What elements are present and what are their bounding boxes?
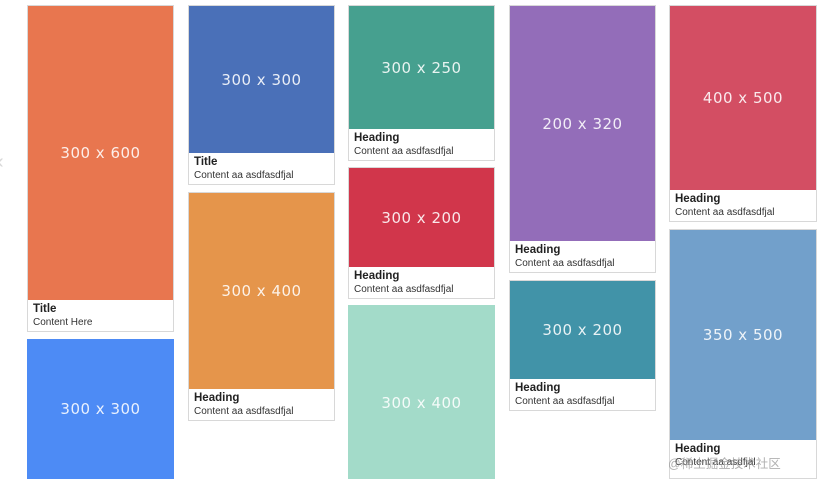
placeholder-size-label: 300 x 200 — [381, 208, 462, 227]
card-caption: Heading Content aa asdfasdfjal — [349, 267, 494, 296]
image-placeholder: 300 x 300 — [27, 339, 174, 479]
masonry-card[interactable]: 300 x 300 Title Content aa asdfasdfjal — [188, 5, 335, 185]
card-content: Content aa asdfasdfjal — [354, 284, 454, 295]
card-caption: Heading Content aa asdfasdfjal — [349, 129, 494, 158]
card-title: Title — [33, 303, 57, 315]
image-placeholder: 400 x 500 — [670, 6, 816, 190]
image-placeholder: 200 x 320 — [510, 6, 655, 241]
placeholder-size-label: 300 x 400 — [381, 394, 462, 412]
card-title: Heading — [515, 382, 561, 394]
masonry-card[interactable]: 300 x 200 Heading Content aa asdfasdfjal — [509, 280, 656, 411]
card-content: Content aa asdfasdfjal — [354, 146, 454, 157]
card-title: Heading — [515, 244, 561, 256]
card-content: Content aa asdfasdfjal — [515, 258, 615, 269]
masonry-card[interactable]: 300 x 400 Heading Content aa asdfasdfjal — [188, 192, 335, 421]
masonry-card[interactable]: 300 x 250 Heading Content aa asdfasdfjal — [348, 5, 495, 161]
card-title: Heading — [194, 392, 240, 404]
image-placeholder: 300 x 400 — [189, 193, 334, 389]
placeholder-size-label: 350 x 500 — [702, 326, 784, 344]
masonry-card[interactable]: 300 x 300 — [27, 339, 174, 479]
watermark: @稀土掘金技术社区 — [668, 457, 781, 471]
card-title: Heading — [354, 132, 400, 144]
masonry-card[interactable]: 200 x 320 Heading Content aa asdfasdfjal — [509, 5, 656, 273]
card-title: Title — [194, 156, 218, 168]
card-content: Content Here — [33, 317, 93, 328]
placeholder-size-label: 300 x 250 — [381, 58, 462, 77]
card-content: Content aa asdfasdfjal — [194, 406, 294, 417]
side-decoration: ‹ — [0, 152, 7, 212]
placeholder-size-label: 200 x 320 — [542, 114, 623, 133]
placeholder-size-label: 300 x 400 — [221, 282, 302, 300]
card-caption: Title Content aa asdfasdfjal — [189, 153, 334, 182]
masonry-card[interactable]: 350 x 500 Heading Content aa asdfjal — [669, 229, 817, 479]
card-content: Content aa asdfasdfjal — [194, 170, 294, 181]
image-placeholder: 300 x 600 — [28, 6, 173, 300]
card-content: Content aa asdfjal — [675, 457, 756, 468]
image-placeholder: 350 x 500 — [670, 230, 816, 440]
placeholder-size-label: 400 x 500 — [702, 89, 784, 107]
card-caption: Heading Content aa asdfasdfjal — [189, 389, 334, 418]
card-content: Content aa asdfasdfjal — [515, 396, 615, 407]
placeholder-size-label: 300 x 300 — [221, 70, 302, 89]
masonry-card[interactable]: 300 x 600 Title Content Here — [27, 5, 174, 332]
placeholder-size-label: 300 x 300 — [60, 400, 141, 418]
card-caption: Heading Content aa asdfasdfjal — [510, 241, 655, 270]
card-caption: Heading Content aa asdfasdfjal — [510, 379, 655, 408]
placeholder-size-label: 300 x 200 — [542, 321, 623, 339]
card-title: Heading — [675, 193, 721, 205]
image-placeholder: 300 x 200 — [510, 281, 655, 379]
masonry-card[interactable]: 300 x 400 — [348, 305, 495, 479]
image-placeholder: 300 x 400 — [348, 305, 495, 479]
card-title: Heading — [675, 443, 721, 455]
card-caption: Heading Content aa asdfasdfjal — [670, 190, 816, 219]
image-placeholder: 300 x 300 — [189, 6, 334, 153]
masonry-card[interactable]: 300 x 200 Heading Content aa asdfasdfjal — [348, 167, 495, 299]
image-placeholder: 300 x 250 — [349, 6, 494, 129]
card-caption: Heading Content aa asdfjal — [670, 440, 816, 469]
card-title: Heading — [354, 270, 400, 282]
image-placeholder: 300 x 200 — [349, 168, 494, 267]
masonry-card[interactable]: 400 x 500 Heading Content aa asdfasdfjal — [669, 5, 817, 222]
placeholder-size-label: 300 x 600 — [60, 144, 141, 162]
card-content: Content aa asdfasdfjal — [675, 207, 775, 218]
card-caption: Title Content Here — [28, 300, 173, 329]
